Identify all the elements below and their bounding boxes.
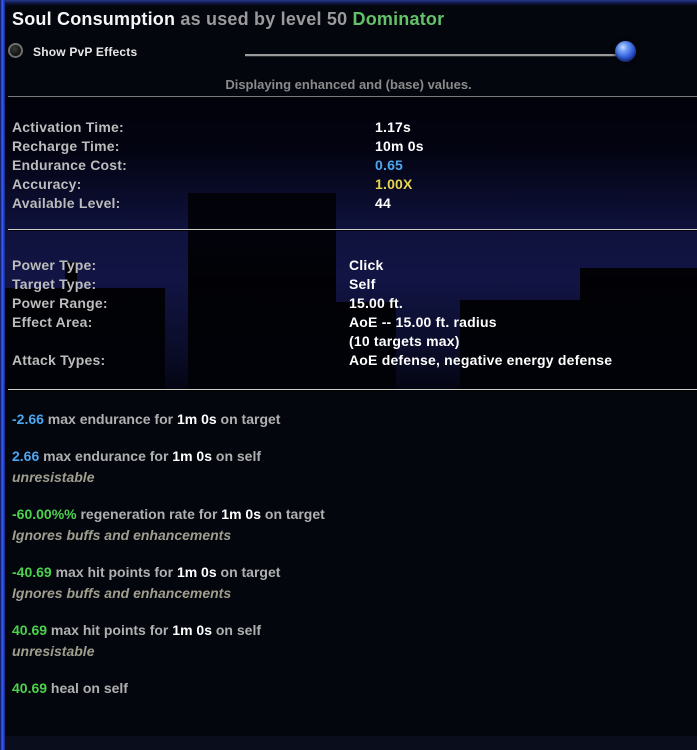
effects-list: -2.66 max endurance for 1m 0s on target 2…	[12, 409, 687, 715]
effect-line: 40.69 heal on self	[12, 678, 687, 699]
archetype-name: Dominator	[352, 9, 445, 29]
effect-line: 2.66 max endurance for 1m 0s on self	[12, 446, 687, 467]
effect-line: 40.69 max hit points for 1m 0s on self	[12, 620, 687, 641]
stat-row: Recharge Time: 10m 0s	[12, 137, 687, 156]
stat-value: 0.65	[375, 157, 404, 173]
effect-group: -60.00%% regeneration rate for 1m 0s on …	[12, 504, 687, 546]
effect-segment: max endurance for	[43, 411, 177, 427]
effect-segment: -2.66	[12, 411, 44, 427]
stat-row: Activation Time: 1.17s	[12, 118, 687, 137]
effect-segment: max endurance for	[39, 448, 173, 464]
info-value-line: Click	[349, 257, 384, 273]
effect-group: -40.69 max hit points for 1m 0s on targe…	[12, 562, 687, 604]
divider-middle	[8, 229, 697, 230]
city-skyline-background	[5, 98, 697, 389]
info-row: Target Type: Self	[12, 275, 687, 294]
effect-segment: 40.69	[12, 622, 48, 638]
level-slider-knob[interactable]	[614, 41, 636, 62]
effect-segment: on target	[261, 506, 325, 522]
effect-segment: 1m 0s	[221, 506, 261, 522]
info-value: Click	[349, 256, 687, 275]
effect-segment: 1m 0s	[176, 411, 217, 427]
info-value: AoE defense, negative energy defense	[349, 351, 687, 370]
effect-line: -2.66 max endurance for 1m 0s on target	[12, 409, 687, 430]
effect-note: Ignores buffs and enhancements	[12, 527, 232, 543]
info-value-line: AoE -- 15.00 ft. radius	[349, 314, 497, 330]
stat-label: Available Level:	[12, 195, 121, 211]
window-frame-left	[0, 0, 5, 750]
stat-value: 1.00X	[375, 176, 413, 192]
effect-segment: regeneration rate for	[76, 506, 222, 522]
info-row: Power Type: Click	[12, 256, 687, 275]
effect-note: unresistable	[12, 643, 95, 659]
info-row: Effect Area: AoE -- 15.00 ft. radius (10 t…	[12, 313, 687, 351]
pvp-toggle-label: Show PvP Effects	[33, 45, 138, 59]
stat-label: Recharge Time:	[12, 138, 120, 154]
effect-segment: 1m 0s	[172, 448, 212, 464]
effect-segment: 1m 0s	[176, 564, 217, 580]
info-value: AoE -- 15.00 ft. radius (10 targets max)	[349, 313, 687, 351]
effect-segment: on self	[211, 622, 261, 638]
level-slider-track[interactable]	[245, 54, 633, 57]
effect-segment: 2.66	[12, 448, 40, 464]
effect-segment: -60.00%%	[12, 506, 77, 522]
window-frame-top	[0, 0, 697, 6]
effect-segment: on self	[212, 448, 262, 464]
effect-segment: 40.69	[12, 680, 48, 696]
stat-label: Endurance Cost:	[12, 157, 128, 173]
effect-segment: -40.69	[12, 564, 52, 580]
effect-segment: max hit points for	[51, 564, 177, 580]
info-label: Target Type:	[12, 276, 97, 292]
info-value: 15.00 ft.	[349, 294, 687, 313]
info-value-line: Self	[349, 276, 376, 292]
stat-label: Accuracy:	[12, 176, 82, 192]
window-bottom-band	[5, 736, 697, 750]
effect-group: 40.69 max hit points for 1m 0s on self un…	[12, 620, 687, 662]
stat-value: 10m 0s	[375, 138, 424, 154]
effect-segment: heal on self	[47, 680, 128, 696]
stat-value: 44	[375, 195, 391, 211]
stat-row: Available Level: 44	[12, 194, 687, 213]
display-mode-hint: Displaying enhanced and (base) values.	[225, 77, 472, 92]
effect-group: 2.66 max endurance for 1m 0s on self unre…	[12, 446, 687, 488]
info-label: Power Range:	[12, 295, 108, 311]
effect-group: -2.66 max endurance for 1m 0s on target	[12, 409, 687, 430]
power-name: Soul Consumption	[12, 9, 176, 29]
info-label: Effect Area:	[12, 314, 93, 330]
effect-segment: on target	[216, 564, 281, 580]
window-title: Soul Consumption as used by level 50 Dom…	[12, 9, 444, 30]
info-label: Attack Types:	[12, 352, 106, 368]
divider-bottom	[8, 389, 697, 390]
info-value-line: 15.00 ft.	[349, 295, 403, 311]
info-row: Power Range: 15.00 ft.	[12, 294, 687, 313]
stat-row: Endurance Cost: 0.65	[12, 156, 687, 175]
effect-note: Ignores buffs and enhancements	[12, 585, 232, 601]
stat-label: Activation Time:	[12, 119, 124, 135]
stat-row: Accuracy: 1.00X	[12, 175, 687, 194]
pvp-radio-button[interactable]	[8, 43, 23, 58]
effect-line: -60.00%% regeneration rate for 1m 0s on …	[12, 504, 687, 525]
divider-top	[8, 96, 697, 97]
info-value-line: AoE defense, negative energy defense	[349, 352, 613, 368]
effect-note: unresistable	[12, 469, 95, 485]
effect-segment: 1m 0s	[172, 622, 212, 638]
effect-segment: max hit points for	[47, 622, 173, 638]
effect-segment: on target	[216, 411, 281, 427]
power-info-table: Power Type: Click Target Type: Self Power Ra…	[12, 256, 687, 370]
info-row: Attack Types: AoE defense, negative energ…	[12, 351, 687, 370]
effect-group: 40.69 heal on self	[12, 678, 687, 699]
stats-table: Activation Time: 1.17s Recharge Time: 10m 0…	[12, 118, 687, 213]
title-connector: as used by level 50	[180, 9, 348, 29]
effect-line: -40.69 max hit points for 1m 0s on targe…	[12, 562, 687, 583]
info-value-line: (10 targets max)	[349, 333, 460, 349]
stat-value: 1.17s	[375, 119, 412, 135]
info-label: Power Type:	[12, 257, 97, 273]
info-value: Self	[349, 275, 687, 294]
